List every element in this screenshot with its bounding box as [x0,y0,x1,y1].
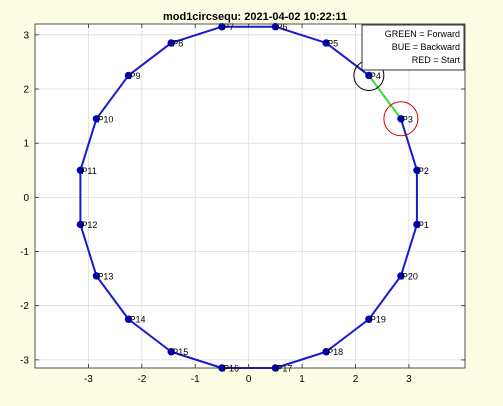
point-marker-p18 [322,348,330,356]
point-label-p16: P16 [223,364,239,374]
path-segment [275,350,327,369]
point-marker-p9 [124,71,133,80]
path-segment [275,25,327,44]
point-label-p6: P6 [276,22,287,32]
point-marker-p4 [365,71,373,80]
x-tick-label: 2 [353,374,359,385]
path-segment [127,42,172,77]
x-tick-label: -3 [84,374,93,385]
point-marker-p8 [167,39,175,47]
point-marker-p2 [413,166,421,174]
point-label-p5: P5 [327,38,338,48]
point-label-p18: P18 [327,347,343,357]
point-marker-p15 [167,348,175,356]
point-label-p7: P7 [223,22,234,32]
y-tick-label: -2 [20,301,29,312]
path-segment [95,74,130,120]
point-label-p19: P19 [370,315,386,325]
path-segment [325,318,370,353]
path-segment [170,25,223,44]
point-label-p8: P8 [172,38,183,48]
plot-frame [34,23,466,369]
point-label-p9: P9 [129,71,140,81]
legend-background [361,24,465,71]
point-marker-p1 [413,220,421,229]
point-marker-p10 [92,115,101,123]
point-marker-p5 [322,39,330,47]
path-segment [399,118,418,171]
point-marker-p19 [365,315,373,323]
point-label-p13: P13 [97,271,113,281]
point-marker-p7 [218,23,226,31]
point-labels: P1 P2 P3 P4 P5 P6 P7 P8 P9 P10 P11 P12 P13 P14 P15 P16 P… [81,22,429,373]
y-tick-label: -3 [20,355,29,366]
y-tick-label: -1 [20,247,29,258]
point-label-p17: P17 [276,364,292,374]
legend-entry-start: RED = Start [412,55,461,65]
polygon-path [79,25,418,369]
point-marker-p14 [124,315,133,323]
y-tick-label: 0 [23,193,29,204]
point-label-p10: P10 [97,114,113,124]
point-marker-p6 [271,23,280,31]
path-segment [79,118,98,171]
point-label-p3: P3 [402,114,413,124]
path-segment [95,275,130,320]
point-marker-p13 [92,272,101,280]
x-tick-label: 0 [246,374,252,385]
point-label-p4: P4 [370,71,381,81]
point-label-p20: P20 [402,271,418,281]
point-label-p11: P11 [81,166,96,176]
point-label-p1: P1 [418,220,429,230]
legend-entry-backward: BUE = Backward [392,42,460,52]
start-marker-circle [383,101,419,137]
point-marker-p3 [397,115,405,123]
path-segment [368,275,402,320]
point-marker-p12 [76,220,85,229]
point-marker-p20 [397,272,405,280]
plot-area [35,24,465,368]
point-marker-p11 [76,166,85,174]
x-tick-label: -1 [191,374,200,385]
x-tick-label: -2 [137,374,146,385]
y-tick-label: 2 [23,85,29,96]
x-tick-label: 1 [299,374,305,385]
point-label-p14: P14 [129,315,145,325]
legend-entry-forward: GREEN = Forward [385,29,460,39]
y-tick-label: 1 [23,139,29,150]
point-label-p15: P15 [172,347,188,357]
y-tick-label: 3 [23,30,29,41]
point-label-p12: P12 [81,220,97,230]
point-label-p2: P2 [418,166,429,176]
path-segment [79,224,98,277]
chart-title: mod1circsequ: 2021-04-02 10:22:11 [163,11,347,23]
path-segment [399,224,418,277]
x-tick-label: 3 [406,374,412,385]
forward-segment [368,74,402,120]
legend-box: GREEN = Forward BUE = Backward RED = Sta… [361,24,465,71]
path-segment [170,350,223,369]
path-segment [127,318,172,353]
